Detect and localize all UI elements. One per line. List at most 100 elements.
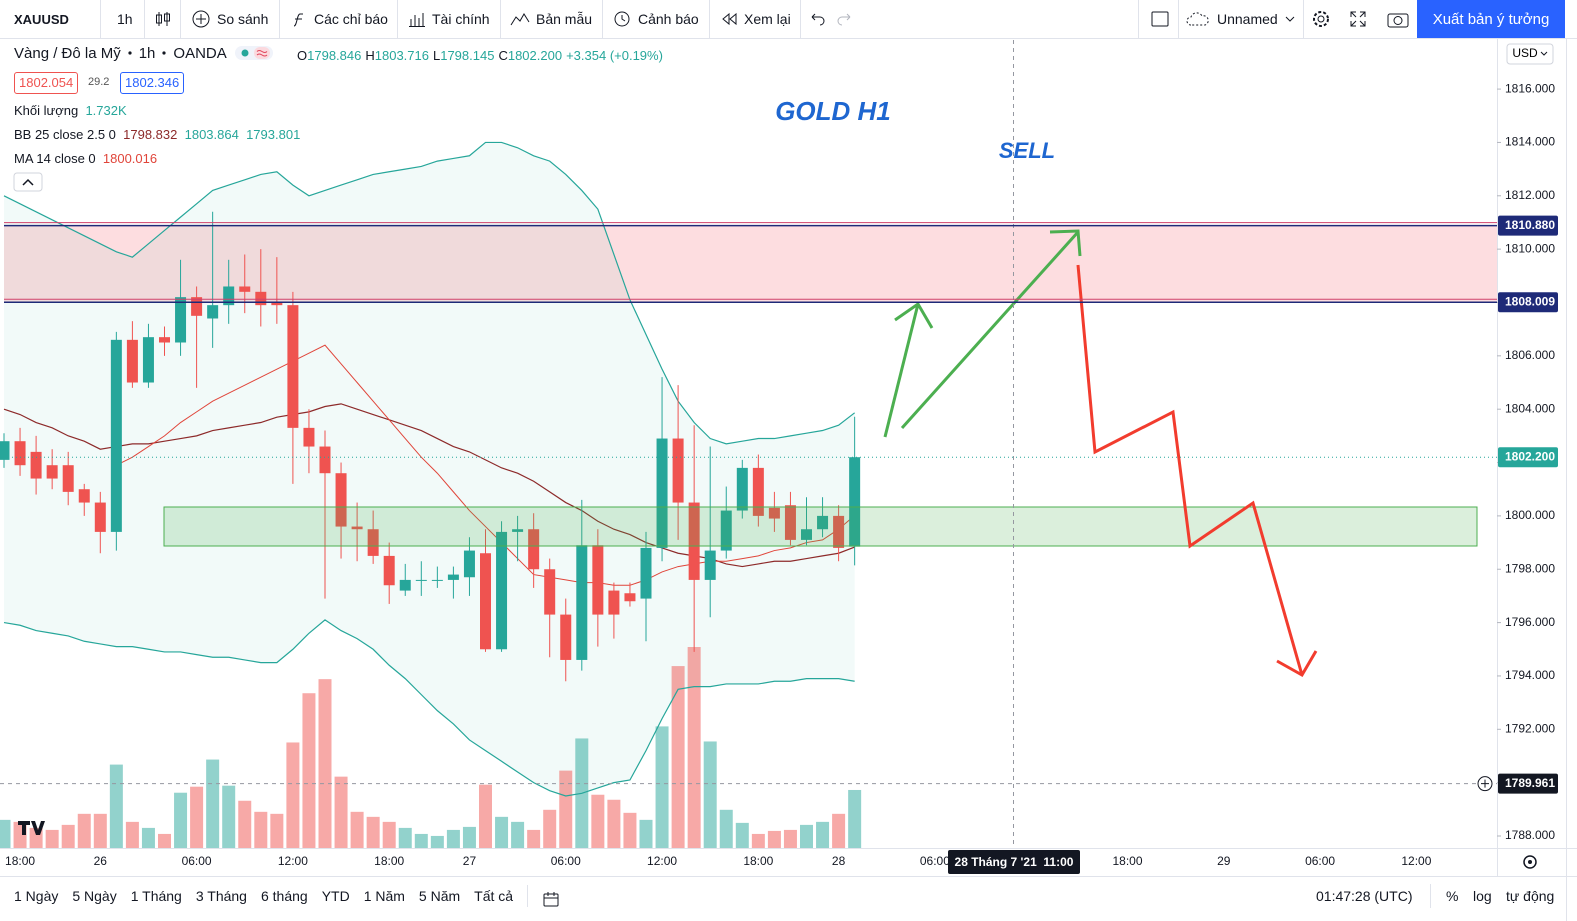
candle-body	[528, 529, 540, 570]
chart-type[interactable]	[154, 0, 172, 38]
templates-button[interactable]: Bản mẫu	[510, 0, 592, 38]
calendar-icon	[543, 891, 559, 906]
icon-square	[1151, 11, 1169, 27]
fullscreen-button[interactable]	[1348, 0, 1368, 38]
collapse-button[interactable]	[13, 172, 43, 192]
collapse-box[interactable]	[13, 172, 43, 192]
candle-body	[271, 302, 283, 306]
ohlc-value: 1798.846	[307, 48, 362, 63]
candle-body	[560, 614, 572, 660]
separator	[144, 0, 145, 38]
volume-bar	[591, 794, 605, 848]
volume-bar	[735, 822, 749, 848]
y-tick-label: 1814.000	[1505, 135, 1555, 149]
range-button[interactable]: 3 Tháng	[195, 888, 247, 904]
volume-legend: Khối lượng 1.732K	[14, 103, 127, 118]
range-button[interactable]: 1 Ngày	[14, 888, 59, 904]
financials-button[interactable]: Tài chính	[408, 0, 490, 38]
candle-body	[512, 529, 524, 532]
log-toggle[interactable]: log	[1473, 888, 1492, 904]
currency-box[interactable]	[1506, 43, 1554, 65]
date-range-button[interactable]	[542, 882, 560, 915]
ohlc-value: 1798.145	[440, 48, 495, 63]
range-button[interactable]: 5 Năm	[418, 888, 461, 904]
layout-button[interactable]: Unnamed	[1185, 0, 1296, 38]
candle-body	[801, 529, 812, 540]
volume-bar	[45, 829, 59, 848]
ohlc-prefix: O	[297, 48, 308, 63]
ohlc-item: C1802.200	[498, 48, 562, 63]
icon-clock	[614, 11, 630, 27]
candle-body	[191, 297, 203, 316]
currency-button[interactable]: USD	[1506, 43, 1554, 65]
x-tick-label: 28	[832, 854, 846, 868]
range-button[interactable]: YTD	[321, 888, 350, 904]
candle-body	[351, 526, 363, 530]
icon-hands	[621, 15, 626, 22]
currency-label: USD	[1512, 46, 1538, 60]
candle-body	[239, 286, 251, 292]
replay-button[interactable]: Xem lại	[720, 0, 791, 38]
range-button[interactable]: Tất cả	[474, 888, 514, 904]
volume-bar	[318, 679, 332, 848]
settings-button[interactable]	[1310, 0, 1332, 38]
layout-toggle[interactable]	[1150, 0, 1170, 38]
volume-bar	[414, 833, 428, 848]
ohlc-item: H1803.716	[365, 48, 429, 63]
ma-name: MA 14 close 0	[14, 151, 96, 166]
volume-bar	[366, 816, 380, 848]
arrow-head	[1276, 650, 1318, 678]
candle-body	[608, 590, 620, 615]
candle-body	[142, 337, 154, 383]
snapshot-button[interactable]	[1386, 0, 1410, 38]
bid-box[interactable]: 1802.054	[14, 72, 79, 94]
compare-button[interactable]: So sánh	[191, 0, 268, 38]
range-button[interactable]: 1 Tháng	[130, 888, 182, 904]
candle-body	[463, 550, 475, 578]
ohlc-prefix: H	[365, 48, 375, 63]
interval[interactable]: 1h	[117, 11, 133, 27]
icon-undo	[811, 13, 825, 26]
volume-bar	[848, 789, 862, 848]
candle-body	[399, 579, 411, 591]
candle-body	[303, 427, 315, 447]
spread: 29.2	[88, 76, 110, 88]
volume-bar	[302, 693, 316, 848]
range-button[interactable]: 6 tháng	[260, 888, 308, 904]
layout-label: Unnamed	[1217, 11, 1278, 27]
symbol[interactable]: XAUUSD	[14, 11, 69, 27]
volume-bar	[61, 824, 75, 848]
fullscreen-icon	[1350, 11, 1366, 27]
price-label: 1802.200	[1505, 449, 1555, 463]
alert-button[interactable]: Cảnh báo	[612, 0, 699, 38]
volume-bar	[174, 792, 188, 848]
tv-logo	[18, 821, 45, 835]
volume-bar	[430, 835, 444, 848]
y-tick-label: 1804.000	[1505, 401, 1555, 415]
undo-button[interactable]	[808, 0, 826, 38]
price-label-box	[1498, 447, 1558, 468]
volume-bar	[639, 819, 653, 848]
candle-body	[287, 305, 299, 428]
candle-body	[383, 555, 395, 586]
candle-body	[833, 515, 845, 548]
range-button[interactable]: 1 Năm	[363, 888, 405, 904]
icon-chevron	[1285, 16, 1295, 22]
clock: 01:47:28 (UTC)	[1316, 888, 1413, 904]
indicators-label: Các chỉ báo	[314, 11, 388, 27]
redo-button[interactable]	[836, 0, 854, 38]
icon-circle	[192, 10, 210, 28]
settings-icon[interactable]	[1523, 855, 1537, 869]
percent-toggle[interactable]: %	[1446, 888, 1459, 904]
ask-box[interactable]: 1802.346	[120, 72, 185, 94]
range-button[interactable]: 5 Ngày	[72, 888, 117, 904]
bb-lower	[3, 619, 855, 797]
bb-name: BB 25 close 2.5 0	[14, 127, 116, 142]
cloud-icon	[1186, 12, 1209, 26]
gear[interactable]	[1523, 855, 1537, 869]
publish-button[interactable]: Xuất bản ý tưởng	[1417, 0, 1565, 38]
auto-toggle[interactable]: tự động	[1506, 888, 1555, 904]
indicators-button[interactable]: Các chỉ báo	[290, 0, 388, 38]
x-tick-label: 12:00	[647, 854, 677, 868]
x-tick-label: 18:00	[5, 854, 35, 868]
